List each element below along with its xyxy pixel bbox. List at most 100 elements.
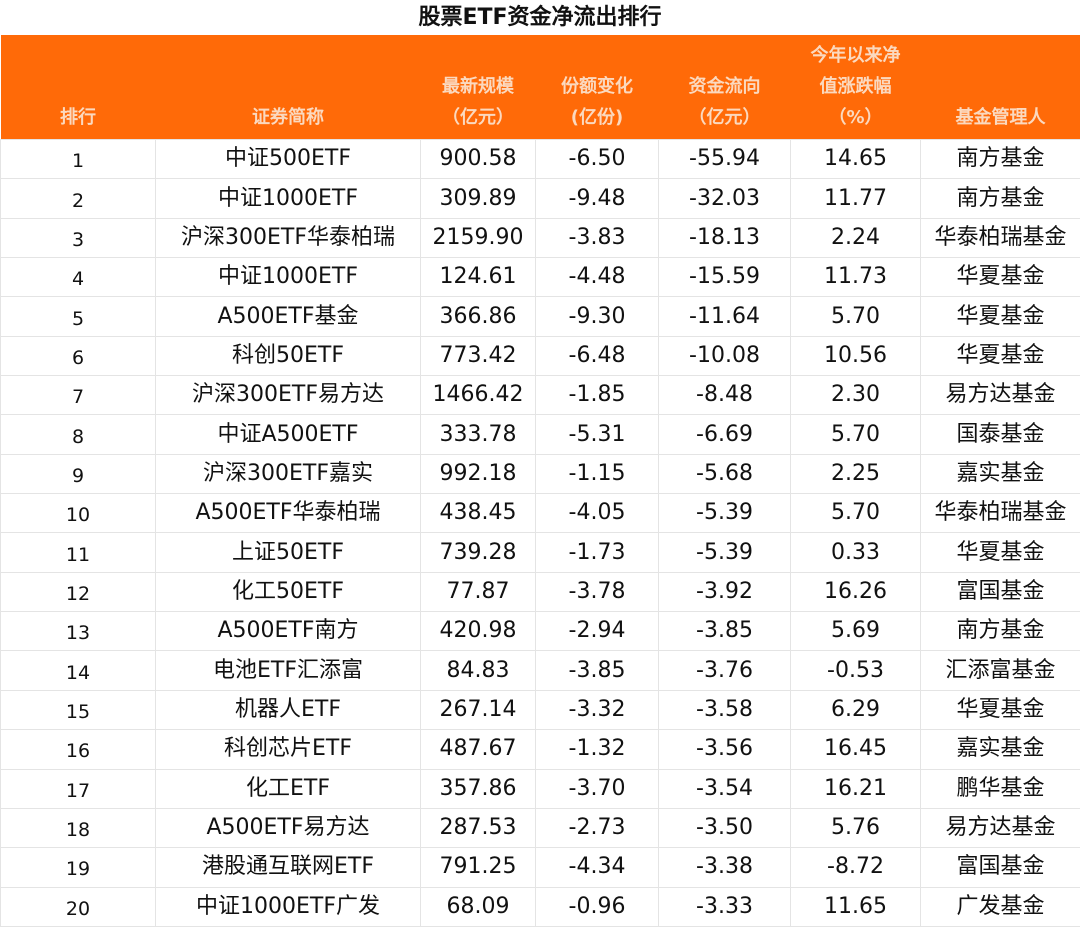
cell-security-name: 港股通互联网ETF <box>156 848 421 887</box>
cell-rank: 18 <box>1 808 156 847</box>
cell-latest-scale: 773.42 <box>421 336 536 375</box>
cell-rank: 17 <box>1 769 156 808</box>
cell-ytd-return: 2.30 <box>791 376 921 415</box>
header-line: （亿元） <box>659 102 791 133</box>
header-share-change: 份额变化(亿份) <box>536 35 659 140</box>
cell-fund-manager: 南方基金 <box>921 179 1080 218</box>
cell-share-change: -2.73 <box>536 808 659 847</box>
cell-fund-flow: -55.94 <box>659 140 791 179</box>
cell-ytd-return: 5.70 <box>791 494 921 533</box>
cell-rank: 8 <box>1 415 156 454</box>
header-line: 基金管理人 <box>921 102 1080 133</box>
cell-share-change: -4.48 <box>536 258 659 297</box>
cell-fund-manager: 华泰柏瑞基金 <box>921 494 1080 533</box>
cell-security-name: A500ETF易方达 <box>156 808 421 847</box>
cell-ytd-return: 10.56 <box>791 336 921 375</box>
cell-latest-scale: 2159.90 <box>421 218 536 257</box>
cell-fund-flow: -3.76 <box>659 651 791 690</box>
cell-fund-flow: -3.50 <box>659 808 791 847</box>
cell-fund-manager: 嘉实基金 <box>921 730 1080 769</box>
cell-ytd-return: 5.70 <box>791 297 921 336</box>
cell-fund-flow: -32.03 <box>659 179 791 218</box>
cell-share-change: -4.34 <box>536 848 659 887</box>
cell-rank: 3 <box>1 218 156 257</box>
cell-fund-manager: 易方达基金 <box>921 376 1080 415</box>
cell-ytd-return: 16.45 <box>791 730 921 769</box>
cell-rank: 7 <box>1 376 156 415</box>
cell-security-name: 机器人ETF <box>156 690 421 729</box>
cell-latest-scale: 333.78 <box>421 415 536 454</box>
cell-fund-flow: -3.92 <box>659 572 791 611</box>
cell-fund-flow: -3.56 <box>659 730 791 769</box>
table-title: 股票ETF资金净流出排行 <box>0 0 1080 35</box>
cell-fund-manager: 汇添富基金 <box>921 651 1080 690</box>
header-line: 值涨跌幅 <box>791 71 921 102</box>
cell-share-change: -1.32 <box>536 730 659 769</box>
cell-latest-scale: 791.25 <box>421 848 536 887</box>
cell-security-name: 化工ETF <box>156 769 421 808</box>
cell-rank: 11 <box>1 533 156 572</box>
cell-ytd-return: 11.65 <box>791 887 921 926</box>
cell-fund-manager: 易方达基金 <box>921 808 1080 847</box>
header-line: 资金流向 <box>659 71 791 102</box>
header-rank: 排行 <box>1 35 156 140</box>
header-fund-flow: 资金流向（亿元） <box>659 35 791 140</box>
cell-fund-flow: -11.64 <box>659 297 791 336</box>
header-line: 最新规模 <box>421 71 536 102</box>
cell-ytd-return: -8.72 <box>791 848 921 887</box>
cell-security-name: 科创芯片ETF <box>156 730 421 769</box>
header-fund-manager: 基金管理人 <box>921 35 1080 140</box>
cell-fund-flow: -3.58 <box>659 690 791 729</box>
cell-fund-manager: 华夏基金 <box>921 258 1080 297</box>
header-line: 证券简称 <box>156 102 421 133</box>
cell-ytd-return: 5.69 <box>791 612 921 651</box>
cell-security-name: 中证1000ETF广发 <box>156 887 421 926</box>
header-line: （亿元） <box>421 102 536 133</box>
cell-fund-manager: 嘉实基金 <box>921 454 1080 493</box>
cell-security-name: 上证50ETF <box>156 533 421 572</box>
cell-share-change: -1.85 <box>536 376 659 415</box>
cell-rank: 5 <box>1 297 156 336</box>
cell-latest-scale: 992.18 <box>421 454 536 493</box>
cell-fund-manager: 华夏基金 <box>921 336 1080 375</box>
cell-ytd-return: 16.26 <box>791 572 921 611</box>
cell-fund-manager: 南方基金 <box>921 612 1080 651</box>
cell-ytd-return: 2.25 <box>791 454 921 493</box>
cell-ytd-return: 14.65 <box>791 140 921 179</box>
cell-fund-flow: -3.33 <box>659 887 791 926</box>
cell-latest-scale: 487.67 <box>421 730 536 769</box>
cell-security-name: A500ETF基金 <box>156 297 421 336</box>
cell-fund-flow: -5.68 <box>659 454 791 493</box>
cell-rank: 1 <box>1 140 156 179</box>
cell-rank: 15 <box>1 690 156 729</box>
cell-ytd-return: 11.73 <box>791 258 921 297</box>
cell-share-change: -3.83 <box>536 218 659 257</box>
cell-share-change: -6.50 <box>536 140 659 179</box>
cell-latest-scale: 1466.42 <box>421 376 536 415</box>
cell-fund-flow: -6.69 <box>659 415 791 454</box>
cell-rank: 12 <box>1 572 156 611</box>
cell-fund-flow: -3.38 <box>659 848 791 887</box>
header-line: （%） <box>791 102 921 133</box>
cell-latest-scale: 900.58 <box>421 140 536 179</box>
cell-fund-manager: 华夏基金 <box>921 533 1080 572</box>
cell-fund-manager: 南方基金 <box>921 140 1080 179</box>
cell-share-change: -0.96 <box>536 887 659 926</box>
cell-latest-scale: 420.98 <box>421 612 536 651</box>
cell-security-name: 电池ETF汇添富 <box>156 651 421 690</box>
cell-security-name: 中证A500ETF <box>156 415 421 454</box>
header-line: (亿份) <box>536 102 659 133</box>
cell-latest-scale: 84.83 <box>421 651 536 690</box>
cell-latest-scale: 267.14 <box>421 690 536 729</box>
cell-rank: 6 <box>1 336 156 375</box>
